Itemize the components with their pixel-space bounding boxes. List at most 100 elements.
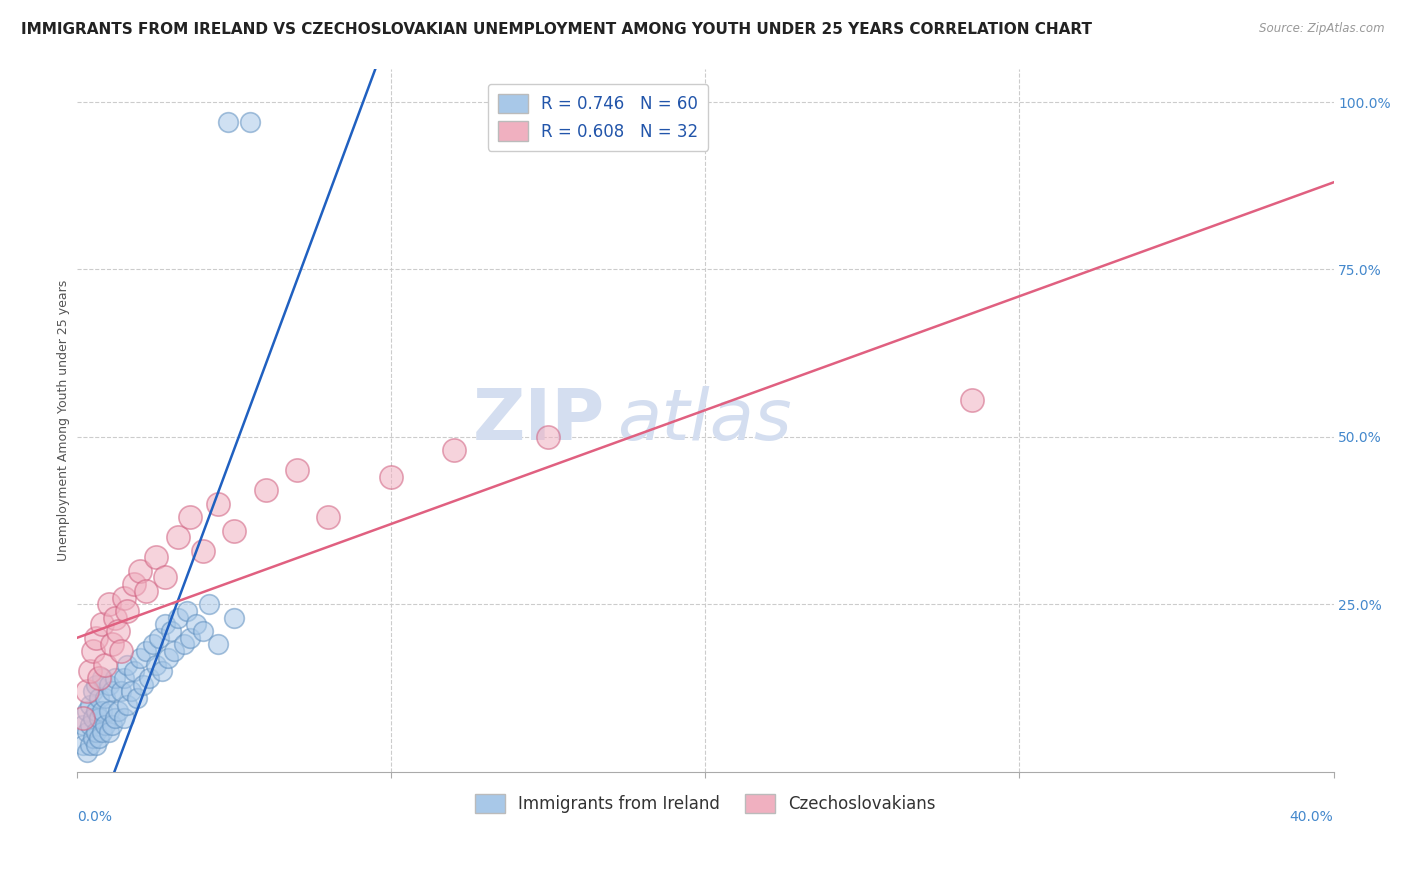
- Point: [79, 718, 101, 732]
- Point: [110, 684, 132, 698]
- Point: [97, 724, 120, 739]
- Point: [254, 483, 277, 498]
- Point: [87, 731, 110, 746]
- Point: [104, 610, 127, 624]
- Point: [148, 631, 170, 645]
- Point: [112, 671, 135, 685]
- Point: [104, 671, 127, 685]
- Point: [163, 644, 186, 658]
- Point: [72, 718, 94, 732]
- Point: [186, 617, 208, 632]
- Point: [76, 745, 98, 759]
- Point: [104, 711, 127, 725]
- Text: ZIP: ZIP: [472, 385, 605, 455]
- Text: Source: ZipAtlas.com: Source: ZipAtlas.com: [1260, 22, 1385, 36]
- Text: 40.0%: 40.0%: [1289, 810, 1333, 824]
- Point: [157, 651, 180, 665]
- Point: [239, 115, 262, 129]
- Point: [84, 678, 107, 692]
- Point: [166, 530, 188, 544]
- Point: [135, 583, 157, 598]
- Text: IMMIGRANTS FROM IRELAND VS CZECHOSLOVAKIAN UNEMPLOYMENT AMONG YOUTH UNDER 25 YEA: IMMIGRANTS FROM IRELAND VS CZECHOSLOVAKI…: [21, 22, 1092, 37]
- Point: [145, 550, 167, 565]
- Point: [285, 463, 308, 477]
- Point: [100, 718, 122, 732]
- Point: [82, 731, 104, 746]
- Text: 0.0%: 0.0%: [77, 810, 112, 824]
- Legend: Immigrants from Ireland, Czechoslovakians: Immigrants from Ireland, Czechoslovakian…: [468, 787, 942, 820]
- Point: [224, 524, 246, 538]
- Point: [94, 691, 117, 706]
- Point: [166, 610, 188, 624]
- Point: [97, 597, 120, 611]
- Point: [72, 738, 94, 752]
- Point: [179, 631, 201, 645]
- Point: [380, 470, 402, 484]
- Point: [176, 604, 198, 618]
- Point: [191, 543, 214, 558]
- Point: [122, 665, 145, 679]
- Point: [122, 577, 145, 591]
- Point: [125, 691, 148, 706]
- Point: [82, 644, 104, 658]
- Point: [94, 718, 117, 732]
- Text: atlas: atlas: [617, 385, 792, 455]
- Point: [87, 691, 110, 706]
- Point: [217, 115, 239, 129]
- Point: [100, 637, 122, 651]
- Point: [117, 698, 139, 712]
- Point: [179, 510, 201, 524]
- Point: [91, 671, 114, 685]
- Point: [120, 684, 142, 698]
- Point: [76, 724, 98, 739]
- Point: [117, 604, 139, 618]
- Point: [537, 430, 560, 444]
- Point: [160, 624, 183, 638]
- Point: [318, 510, 340, 524]
- Point: [207, 497, 229, 511]
- Point: [91, 617, 114, 632]
- Point: [153, 617, 176, 632]
- Point: [150, 665, 173, 679]
- Point: [84, 705, 107, 719]
- Point: [79, 698, 101, 712]
- Point: [91, 705, 114, 719]
- Point: [191, 624, 214, 638]
- Point: [141, 637, 163, 651]
- Point: [91, 724, 114, 739]
- Point: [198, 597, 221, 611]
- Point: [76, 705, 98, 719]
- Y-axis label: Unemployment Among Youth under 25 years: Unemployment Among Youth under 25 years: [58, 279, 70, 561]
- Point: [79, 665, 101, 679]
- Point: [72, 711, 94, 725]
- Point: [82, 684, 104, 698]
- Point: [129, 564, 152, 578]
- Point: [110, 644, 132, 658]
- Point: [145, 657, 167, 672]
- Point: [107, 624, 129, 638]
- Point: [94, 657, 117, 672]
- Point: [97, 705, 120, 719]
- Point: [173, 637, 195, 651]
- Point: [84, 724, 107, 739]
- Point: [138, 671, 160, 685]
- Point: [84, 631, 107, 645]
- Point: [132, 678, 155, 692]
- Point: [79, 738, 101, 752]
- Point: [87, 711, 110, 725]
- Point: [224, 610, 246, 624]
- Point: [117, 657, 139, 672]
- Point: [112, 591, 135, 605]
- Point: [87, 671, 110, 685]
- Point: [112, 711, 135, 725]
- Point: [443, 443, 465, 458]
- Point: [100, 684, 122, 698]
- Point: [82, 711, 104, 725]
- Point: [129, 651, 152, 665]
- Point: [153, 570, 176, 584]
- Point: [135, 644, 157, 658]
- Point: [107, 705, 129, 719]
- Point: [84, 738, 107, 752]
- Point: [962, 392, 984, 407]
- Point: [97, 678, 120, 692]
